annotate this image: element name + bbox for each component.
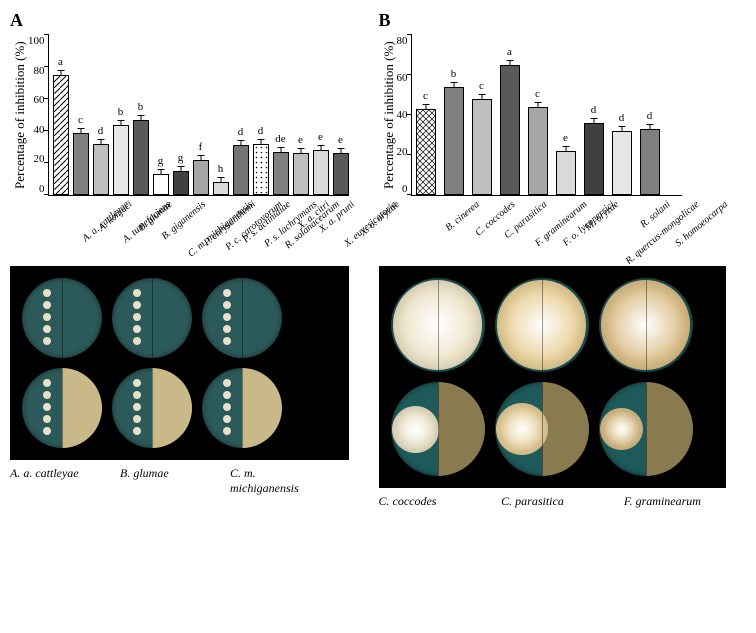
chart-b: Percentage of inhibition (%) 806040200 c…: [379, 35, 726, 196]
photo-label: C. m. michiganensis: [230, 466, 320, 496]
petri-dish: [202, 278, 282, 358]
sig-letter: g: [178, 153, 184, 164]
photo-block-b: [379, 266, 726, 488]
petri-dish: [495, 382, 589, 476]
sig-letter: a: [507, 47, 512, 58]
sig-letter: e: [338, 135, 343, 146]
bar: d: [640, 129, 660, 195]
y-tick: 80: [397, 35, 408, 47]
panel-b-label: B: [379, 10, 726, 31]
y-tick: 20: [34, 153, 45, 165]
bars-a: acdbbggfhdddeeee: [49, 35, 353, 195]
panel-a: A Percentage of inhibition (%) 100806040…: [10, 10, 349, 509]
sig-letter: c: [78, 115, 83, 126]
bar: e: [293, 153, 309, 195]
bar: c: [73, 133, 89, 195]
sig-letter: d: [591, 105, 597, 116]
bar: e: [333, 153, 349, 195]
bar: b: [133, 120, 149, 195]
petri-dish: [22, 368, 102, 448]
photo-label: B. glumae: [120, 466, 210, 496]
sig-letter: d: [238, 127, 244, 138]
petri-dish: [112, 368, 192, 448]
y-tick: 60: [34, 94, 45, 106]
sig-letter: c: [479, 81, 484, 92]
petri-dish: [495, 278, 589, 372]
sig-letter: b: [138, 102, 144, 113]
sig-letter: e: [298, 135, 303, 146]
bar: h: [213, 182, 229, 195]
photo-labels-a: A. a. cattleyae B. glumae C. m. michiganen…: [10, 466, 349, 496]
photo-label: F. graminearum: [624, 494, 726, 509]
chart-a: Percentage of inhibition (%) 10080604020…: [10, 35, 349, 196]
x-labels-b: B. cinereaC. coccodesC. parasiticaF. gra…: [412, 195, 416, 255]
y-ticks-a: 100806040200: [28, 35, 48, 195]
sig-letter: d: [647, 111, 653, 122]
petri-dish: [202, 368, 282, 448]
bar: b: [444, 87, 464, 195]
sig-letter: b: [451, 69, 457, 80]
bar: a: [53, 75, 69, 195]
sig-letter: d: [98, 126, 104, 137]
bar: g: [173, 171, 189, 195]
bar: e: [313, 150, 329, 195]
y-tick: 40: [397, 109, 408, 121]
petri-dish: [22, 278, 102, 358]
sig-letter: e: [563, 133, 568, 144]
photo-label: C. parasitica: [501, 494, 603, 509]
sig-letter: b: [118, 107, 124, 118]
photo-label: C. coccodes: [379, 494, 481, 509]
bar: c: [416, 109, 436, 195]
bar: a: [500, 65, 520, 195]
photo-label: A. a. cattleyae: [10, 466, 100, 496]
bar: d: [253, 144, 269, 195]
panel-b: B Percentage of inhibition (%) 806040200…: [379, 10, 726, 509]
figure: A Percentage of inhibition (%) 100806040…: [10, 10, 746, 509]
y-tick: 100: [28, 35, 45, 47]
petri-dish: [391, 382, 485, 476]
bar: g: [153, 174, 169, 195]
bars-b: cbcaceddd: [412, 35, 668, 195]
sig-letter: de: [275, 134, 285, 145]
sig-letter: e: [318, 132, 323, 143]
bar: c: [528, 107, 548, 195]
photo-labels-b: C. coccodes C. parasitica F. graminearum: [379, 494, 726, 509]
sig-letter: c: [535, 89, 540, 100]
sig-letter: g: [158, 156, 164, 167]
bar: d: [612, 131, 632, 195]
bar: e: [556, 151, 576, 195]
bar: d: [233, 145, 249, 195]
x-labels-a: A. a. cattleyaeA. konjaciA. tumefaciensB…: [49, 195, 53, 255]
y-ticks-b: 806040200: [397, 35, 411, 195]
bar: c: [472, 99, 492, 195]
sig-letter: a: [58, 57, 63, 68]
petri-dish: [599, 278, 693, 372]
bar: de: [273, 152, 289, 195]
sig-letter: d: [619, 113, 625, 124]
petri-dish: [599, 382, 693, 476]
bar: d: [584, 123, 604, 195]
panel-a-label: A: [10, 10, 349, 31]
y-tick: 20: [397, 146, 408, 158]
y-axis-label-b: Percentage of inhibition (%): [379, 35, 397, 196]
petri-dish: [391, 278, 485, 372]
sig-letter: h: [218, 164, 224, 175]
plot-b: cbcaceddd B. cinereaC. coccodesC. parasi…: [411, 35, 682, 196]
bar: b: [113, 125, 129, 195]
petri-dish: [112, 278, 192, 358]
bar: d: [93, 144, 109, 195]
plot-a: acdbbggfhdddeeee A. a. cattleyaeA. konja…: [48, 35, 349, 196]
sig-letter: d: [258, 126, 264, 137]
sig-letter: c: [423, 91, 428, 102]
sig-letter: f: [199, 142, 203, 153]
y-axis-label-a: Percentage of inhibition (%): [10, 35, 28, 196]
bar: f: [193, 160, 209, 195]
photo-block-a: [10, 266, 349, 460]
